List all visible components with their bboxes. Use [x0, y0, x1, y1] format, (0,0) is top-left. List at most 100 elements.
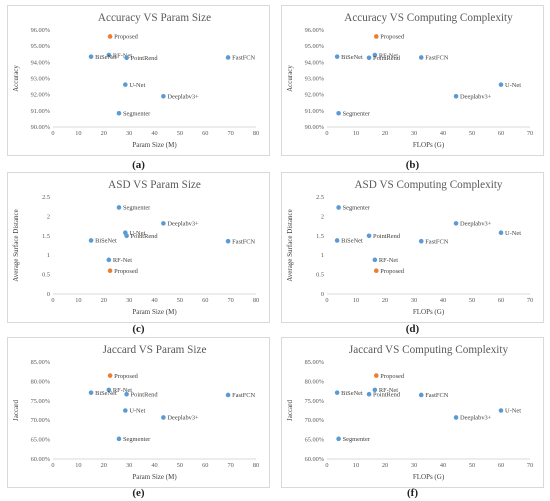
data-point-segmenter — [336, 436, 341, 442]
data-point-u-net — [498, 408, 504, 413]
data-point-deeplabv3- — [453, 415, 459, 420]
x-tick-label: 60 — [202, 462, 208, 469]
point-label: Proposed — [114, 373, 139, 380]
x-tick-label: 70 — [227, 130, 233, 137]
data-point-fastfcn — [225, 55, 231, 60]
x-tick-label: 30 — [411, 462, 417, 469]
x-tick-label: 30 — [411, 130, 417, 137]
point-label: Segmenter — [343, 436, 371, 443]
data-point-deeplabv3- — [161, 415, 166, 420]
data-point-pointrend — [366, 55, 372, 61]
panel-caption-f: (f) — [407, 487, 418, 499]
y-tick-label: 94.00% — [305, 59, 325, 66]
point-label: FastFCN — [232, 55, 255, 62]
panel-caption-b: (b) — [405, 159, 420, 171]
x-axis-label: Param Size (M) — [132, 141, 177, 149]
y-tick-label: 91.00% — [305, 108, 325, 115]
x-tick-label: 10 — [75, 130, 81, 137]
point-label: Proposed — [114, 268, 139, 275]
y-axis-label: Average Surface Distance — [286, 209, 294, 282]
data-point-proposed — [374, 34, 379, 39]
chart-title: Jaccard VS Computing Complexity — [349, 344, 509, 356]
point-label: U-Net — [129, 82, 145, 89]
y-tick-label: 60.00% — [31, 456, 51, 463]
y-tick-label: 2.5 — [42, 194, 50, 201]
x-tick-label: 0 — [51, 130, 54, 137]
chart-svg-a: Accuracy VS Param Size 0 10 20 30 40 50 60 70 80 9… — [12, 12, 259, 149]
x-tick-label: 0 — [325, 462, 328, 469]
point-label: Segmenter — [123, 205, 151, 212]
point-label: RF-Net — [113, 257, 132, 264]
data-point-deeplabv3- — [161, 93, 166, 99]
data-point-proposed — [374, 268, 379, 274]
data-point-bisenet — [88, 238, 94, 243]
data-point-bisenet — [334, 390, 340, 395]
point-label: FastFCN — [232, 238, 255, 245]
y-tick-label: 2.5 — [316, 194, 324, 201]
data-point-fastfcn — [418, 392, 424, 398]
x-tick-label: 80 — [253, 130, 259, 137]
chart-title: Accuracy VS Param Size — [98, 12, 211, 24]
x-axis-label: FLOPs (G) — [413, 473, 445, 481]
data-point-rf-net — [372, 52, 378, 58]
data-point-u-net — [498, 82, 504, 87]
x-tick-label: 60 — [202, 297, 208, 304]
data-point-bisenet — [334, 238, 340, 243]
data-point-fastfcn — [418, 238, 424, 244]
x-tick-label: 60 — [498, 297, 504, 304]
y-tick-label: 1.5 — [42, 233, 50, 240]
x-tick-label: 50 — [469, 130, 475, 137]
point-label: Proposed — [380, 373, 405, 380]
chart-panel-a: Accuracy VS Param Size 0 10 20 30 40 50 60 70 80 9… — [7, 5, 270, 156]
x-tick-label: 0 — [51, 462, 54, 469]
point-label: U-Net — [505, 230, 521, 237]
x-tick-label: 0 — [51, 297, 54, 304]
x-tick-label: 40 — [440, 462, 446, 469]
x-tick-label: 0 — [325, 130, 328, 137]
point-label: FastFCN — [425, 238, 448, 245]
y-tick-label: 0 — [321, 291, 324, 298]
chart-panel-f: Jaccard VS Computing Complexity 0 10 20 30 40… — [281, 337, 544, 488]
x-tick-label: 40 — [151, 462, 157, 469]
point-label: FastFCN — [232, 392, 255, 399]
chart-title: Jaccard VS Param Size — [103, 344, 207, 356]
y-tick-label: 90.00% — [31, 124, 51, 131]
panel-caption-d: (d) — [405, 323, 420, 335]
point-label: U-Net — [129, 230, 145, 237]
y-tick-label: 70.00% — [305, 417, 325, 424]
point-label: BiSeNet — [341, 390, 363, 397]
y-axis-label: Jaccard — [12, 400, 20, 421]
data-point-segmenter — [116, 436, 122, 442]
point-label: RF-Net — [379, 52, 398, 59]
point-label: Proposed — [114, 34, 139, 41]
x-tick-label: 60 — [498, 462, 504, 469]
point-label: Segmenter — [343, 110, 371, 117]
chart-title: ASD VS Computing Complexity — [354, 179, 502, 191]
y-tick-label: 75.00% — [31, 398, 51, 405]
chart-title: Accuracy VS Computing Complexity — [344, 12, 513, 24]
chart-svg-b: Accuracy VS Computing Complexity 0 10 20 30 4… — [286, 12, 533, 149]
data-point-u-net — [123, 82, 128, 87]
x-tick-label: 20 — [382, 297, 388, 304]
y-tick-label: 85.00% — [305, 359, 325, 366]
x-tick-label: 50 — [177, 297, 183, 304]
chart-panel-e: Jaccard VS Param Size 0 10 20 30 40 50 60 70 80 60… — [7, 337, 270, 488]
point-label: PointRend — [131, 233, 159, 240]
point-label: PointRend — [373, 55, 401, 62]
y-axis-label: Accuracy — [286, 65, 294, 92]
y-tick-label: 65.00% — [305, 437, 325, 444]
point-label: PointRend — [373, 233, 401, 240]
point-label: RF-Net — [113, 52, 132, 59]
x-tick-label: 80 — [253, 462, 259, 469]
data-point-segmenter — [116, 110, 122, 116]
x-tick-label: 70 — [527, 130, 533, 137]
y-tick-label: 75.00% — [305, 398, 325, 405]
x-tick-label: 50 — [469, 462, 475, 469]
y-tick-label: 85.00% — [31, 359, 51, 366]
data-point-deeplabv3- — [453, 93, 459, 99]
x-tick-label: 80 — [253, 297, 259, 304]
point-label: Segmenter — [343, 205, 371, 212]
x-tick-label: 40 — [440, 297, 446, 304]
y-tick-label: 94.00% — [31, 59, 51, 66]
